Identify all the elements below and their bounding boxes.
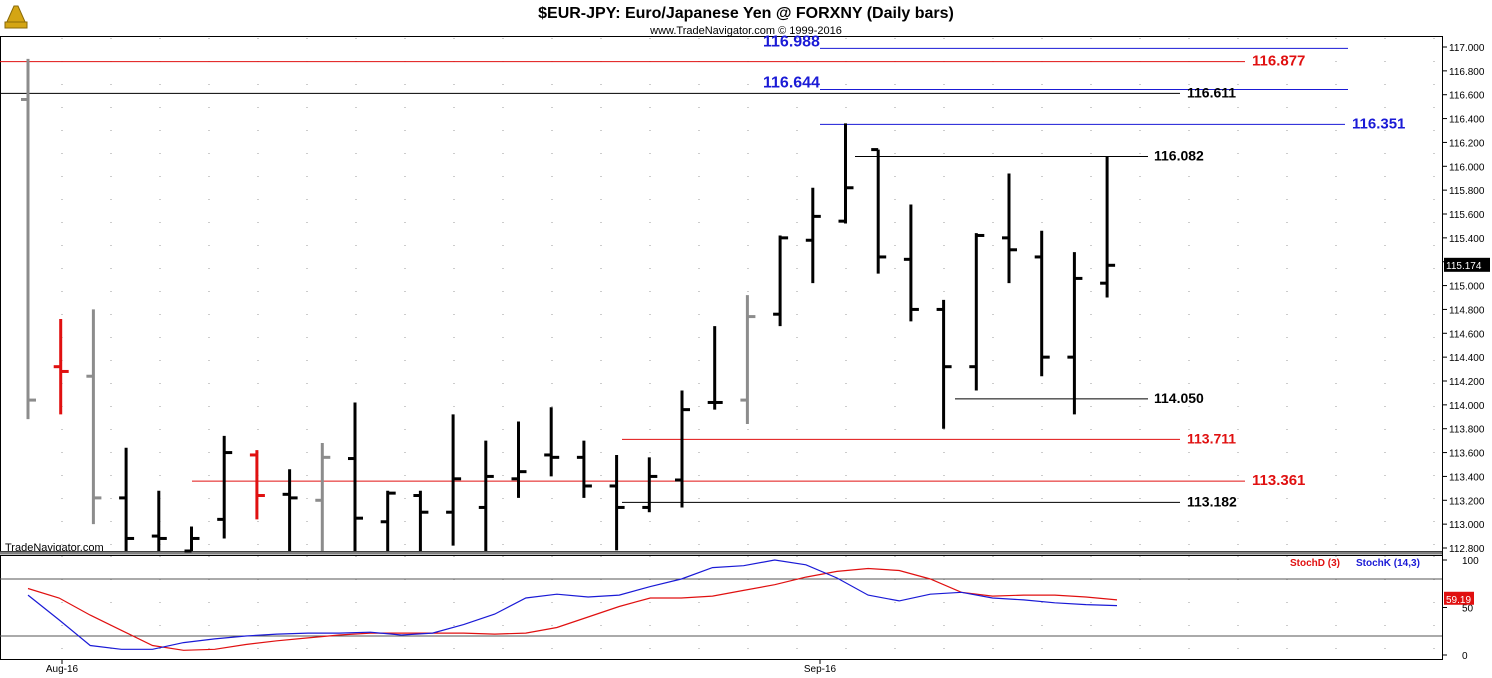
price-tick-label: 116.800 [1449,67,1485,78]
ohlc-bar [249,450,265,520]
ohlc-bar [151,490,167,551]
ohlc-bar [609,454,625,551]
ohlc-bar [805,187,821,284]
ohlc-bar [511,421,527,498]
price-tick-label: 112.800 [1449,544,1485,555]
logo-icon [4,3,30,31]
level-label: 116.877 [1252,53,1305,70]
price-tick-label: 113.400 [1449,472,1485,483]
last-price-label: 115.174 [1446,261,1482,272]
ohlc-bar [903,204,919,322]
price-tick-label: 113.000 [1449,520,1485,531]
price-bars [21,58,1116,553]
ohlc-bar [348,402,363,551]
price-tick-label: 115.400 [1449,234,1485,245]
ohlc-bar [1100,156,1116,298]
stoch-legend-item: StochD (3) [1290,558,1340,569]
stoch-last-tag [1444,591,1474,605]
ohlc-bar [53,318,69,415]
stoch-tick-label: 100 [1462,556,1479,567]
ohlc-bar [773,235,789,327]
price-tick-label: 114.800 [1449,305,1485,316]
price-axis: 117.000 116.800 116.600 116.400 116.200 116.0… [1442,43,1490,555]
stoch-last-label: 59.19 [1446,595,1471,606]
price-tick-label: 114.600 [1449,329,1485,340]
ohlc-bar [936,299,952,429]
level-label: 116.082 [1154,148,1204,164]
stoch-series-line [27,559,1118,650]
ohlc-bar [838,123,854,224]
price-tick-label: 114.000 [1449,401,1485,412]
ohlc-bar [413,490,429,551]
ohlc-bar [282,469,298,551]
chart-title: $EUR-JPY: Euro/Japanese Yen @ FORXNY (Da… [538,5,954,22]
price-tick-label: 115.800 [1449,186,1485,197]
level-label: 114.050 [1154,390,1204,406]
ohlc-bar [544,407,560,477]
ohlc-bar [675,390,690,508]
ohlc-bar [184,526,200,553]
price-tick-label: 114.200 [1449,377,1485,388]
ohlc-bar [86,309,102,525]
price-tick-label: 114.400 [1449,353,1485,364]
level-label: 116.988 [763,33,820,50]
stoch-legend-item: StochK (14,3) [1356,558,1420,569]
ohlc-bar [740,295,756,424]
ohlc-bar [380,490,396,551]
price-tick-label: 115.000 [1449,282,1485,293]
stoch-series-line [27,567,1118,651]
price-tick-label: 117.000 [1449,43,1485,54]
price-tick-label: 116.000 [1449,162,1485,173]
level-label: 116.644 [763,74,820,91]
ohlc-bar [446,414,462,546]
date-tick-label: Sep-16 [804,664,837,675]
date-axis: Aug-16 Sep-16 [46,660,837,675]
level-label: 113.361 [1252,472,1305,489]
ohlc-bar [21,58,36,420]
price-panel-frame [0,36,1443,552]
level-label: 113.711 [1187,430,1236,446]
price-tick-label: 113.800 [1449,425,1485,436]
price-tick-label: 116.400 [1449,115,1485,126]
ohlc-bar [642,457,658,513]
ohlc-bar [1034,230,1050,377]
ohlc-bar [217,435,233,539]
level-label: 116.351 [1352,115,1405,132]
level-lines: 116.988 116.877 116.644 116.611 116.351 116.0… [0,33,1405,509]
price-tick-label: 113.600 [1449,449,1485,460]
date-tick-label: Aug-16 [46,664,79,675]
price-tick-label: 116.600 [1449,91,1485,102]
ohlc-bar [576,440,592,498]
ohlc-bar [119,447,135,551]
stoch-panel-frame [0,555,1443,660]
stoch-tick-label: 0 [1462,651,1468,662]
level-label: 116.611 [1187,84,1236,100]
stochastic-panel: 100 50 0 StochD (3) StochK (14,3) 59.19 [0,556,1479,662]
last-price-tag [1444,257,1490,272]
chart-subtitle: www.TradeNavigator.com © 1999-2016 [649,25,842,37]
ohlc-bar [478,440,494,551]
ohlc-bar [1002,173,1017,284]
stoch-tick-label: 50 [1462,604,1474,615]
ohlc-bar [707,326,723,410]
ohlc-bar [969,233,985,391]
ohlc-bar [871,148,887,274]
price-tick-label: 115.600 [1449,210,1485,221]
ohlc-bar [1067,252,1083,415]
price-tick-label: 113.200 [1449,496,1485,507]
ohlc-bar [315,443,331,551]
level-label: 113.182 [1187,493,1237,509]
price-tick-label: 116.200 [1449,138,1485,149]
